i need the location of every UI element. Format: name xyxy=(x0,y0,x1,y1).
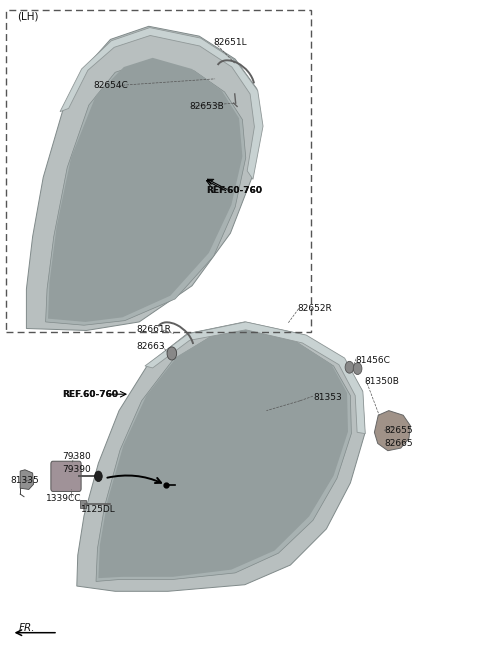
Polygon shape xyxy=(46,60,246,325)
Text: 81353: 81353 xyxy=(313,393,342,402)
Text: 79380: 79380 xyxy=(62,452,91,461)
Bar xyxy=(6,10,311,332)
FancyBboxPatch shape xyxy=(51,461,81,491)
Polygon shape xyxy=(145,322,365,434)
Text: 1339CC: 1339CC xyxy=(46,493,81,503)
Text: 81456C: 81456C xyxy=(355,355,390,365)
Text: FR.: FR. xyxy=(18,623,35,633)
Text: REF.60-760: REF.60-760 xyxy=(62,390,119,399)
Polygon shape xyxy=(374,411,410,451)
Text: (LH): (LH) xyxy=(17,11,38,22)
Circle shape xyxy=(167,347,177,360)
Text: 82665: 82665 xyxy=(384,439,413,448)
Text: 79390: 79390 xyxy=(62,465,91,474)
Text: REF.60-760: REF.60-760 xyxy=(206,186,263,195)
Text: REF.60-760: REF.60-760 xyxy=(206,186,263,195)
Text: 81335: 81335 xyxy=(11,476,39,486)
Circle shape xyxy=(353,363,362,374)
Polygon shape xyxy=(60,28,263,179)
Polygon shape xyxy=(48,58,242,322)
Polygon shape xyxy=(77,322,365,591)
Text: 82655: 82655 xyxy=(384,426,413,435)
Polygon shape xyxy=(20,470,34,489)
Text: 1125DL: 1125DL xyxy=(81,505,115,514)
Circle shape xyxy=(95,471,102,482)
Text: 82654C: 82654C xyxy=(94,81,128,90)
Text: 82653B: 82653B xyxy=(190,102,224,111)
Text: REF.60-760: REF.60-760 xyxy=(62,390,119,399)
Text: 82652R: 82652R xyxy=(298,304,332,313)
Circle shape xyxy=(345,361,354,373)
Text: 82651L: 82651L xyxy=(214,38,247,47)
Polygon shape xyxy=(26,26,262,330)
Text: 82661R: 82661R xyxy=(137,325,172,334)
FancyBboxPatch shape xyxy=(80,500,86,508)
Text: 82663: 82663 xyxy=(137,342,166,351)
Polygon shape xyxy=(98,327,348,578)
Polygon shape xyxy=(96,328,351,581)
Text: 81350B: 81350B xyxy=(365,376,400,386)
